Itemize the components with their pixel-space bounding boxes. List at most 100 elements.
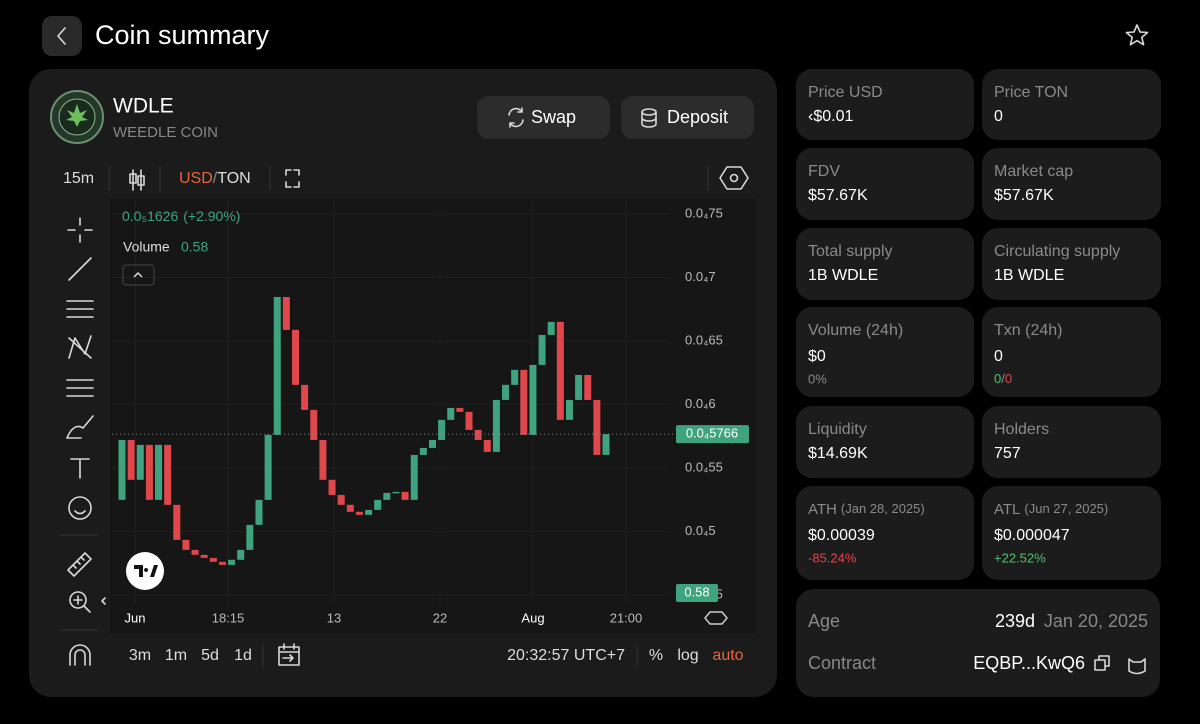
y-tick-label: 0.0₄7: [685, 269, 716, 284]
candle-body: [547, 321, 555, 335]
candle-body: [127, 439, 135, 480]
legend-price: 0.0₅1626: [122, 208, 178, 224]
stat-label: FDV: [808, 163, 840, 180]
pattern-tool[interactable]: [68, 335, 92, 359]
candle-body: [401, 491, 409, 500]
y-tick-label: 0.0₄75: [685, 205, 723, 220]
range-button[interactable]: 3m: [129, 647, 151, 664]
x-tick-label: Jun: [125, 610, 146, 625]
candle-body: [273, 296, 281, 435]
stat-value: 0: [994, 108, 1003, 125]
contract-label: Contract: [808, 653, 876, 673]
contract-address: EQBP...KwQ6: [973, 653, 1085, 673]
crosshair-tool[interactable]: [67, 217, 93, 243]
interval[interactable]: 15m: [63, 170, 94, 187]
stat-value: 1B WDLE: [808, 267, 878, 284]
pair-toggle[interactable]: USD/TON: [179, 170, 251, 187]
candle-body: [492, 399, 500, 452]
fib-tool[interactable]: [66, 300, 94, 318]
deposit-button[interactable]: Deposit: [621, 96, 754, 139]
pair-quote: TON: [217, 170, 250, 187]
tradingview-logo-mark: [134, 565, 158, 577]
magnet-tool[interactable]: [69, 644, 91, 666]
swap-button[interactable]: Swap: [477, 96, 610, 139]
legend-collapse[interactable]: [122, 264, 155, 286]
stat-label: Market cap: [994, 163, 1073, 180]
range-button[interactable]: 5d: [201, 647, 219, 664]
info-card: [796, 589, 1160, 697]
range-button[interactable]: 1d: [234, 647, 252, 664]
stat-label-text: Txn (24h): [994, 322, 1062, 339]
candle-body: [575, 374, 583, 400]
candle-body: [410, 454, 418, 500]
txn-split-part: 0: [994, 371, 1001, 386]
stat-label-text: Circulating supply: [994, 243, 1120, 260]
scale-option[interactable]: %: [649, 647, 663, 664]
candle-type-icon[interactable]: [129, 169, 145, 191]
stat-label-text: Liquidity: [808, 421, 867, 438]
candle-body: [593, 399, 601, 455]
candle-body: [237, 549, 245, 560]
legend-change: (+2.90%): [183, 208, 240, 224]
candle-body: [255, 499, 263, 525]
favorite-star[interactable]: [1125, 24, 1149, 46]
candle-body: [502, 384, 510, 400]
prediction-tool[interactable]: [66, 379, 94, 397]
candle-body: [136, 444, 144, 480]
stat-card: [796, 307, 974, 397]
range-button[interactable]: 1m: [165, 647, 187, 664]
stat-label: Price USD: [808, 84, 883, 101]
stat-value: $0.00039: [808, 527, 875, 544]
candle-body: [520, 369, 528, 435]
stat-value: $0: [808, 348, 826, 365]
text-tool[interactable]: [70, 458, 90, 479]
explorer-icon[interactable]: [1128, 658, 1146, 675]
ruler-tool[interactable]: [67, 552, 92, 577]
price-legend: 0.0₅1626 (+2.90%): [122, 208, 240, 224]
scale-option[interactable]: log: [677, 647, 698, 664]
stat-label: Txn (24h): [994, 322, 1062, 339]
fullscreen-icon[interactable]: [285, 169, 300, 188]
candle-body: [191, 549, 199, 555]
zoom-tool[interactable]: [69, 591, 91, 613]
settings-icon[interactable]: [719, 166, 749, 190]
trend-line-tool[interactable]: [68, 257, 92, 281]
coin-symbol: WDLE: [113, 95, 174, 118]
stat-value: 757: [994, 445, 1021, 462]
stat-label-date: (Jun 27, 2025): [1024, 501, 1108, 516]
coin-logo: [50, 90, 104, 144]
stat-label: Price TON: [994, 84, 1068, 101]
copy-icon[interactable]: [1094, 655, 1110, 671]
volume-legend-label: Volume: [123, 239, 170, 255]
scale-option[interactable]: auto: [712, 647, 743, 664]
date-range-icon[interactable]: [278, 643, 300, 666]
back-button[interactable]: [42, 16, 82, 56]
stat-value: $57.67K: [994, 187, 1054, 204]
candle-body: [228, 559, 236, 565]
collapse-tools[interactable]: [101, 597, 106, 605]
emoji-tool[interactable]: [68, 496, 92, 520]
button-label: Swap: [531, 107, 576, 127]
x-tick-label: 21:00: [610, 610, 643, 625]
stat-value: 1B WDLE: [994, 267, 1064, 284]
stat-label-text: Total supply: [808, 243, 893, 260]
pair-slash: /: [213, 170, 218, 187]
brush-tool[interactable]: [66, 415, 94, 439]
pair-base: USD: [179, 170, 213, 187]
age-value: 239d: [995, 611, 1035, 631]
candle-body: [538, 334, 546, 365]
candle-body: [164, 444, 172, 505]
candle-body: [310, 409, 318, 440]
stat-label: Circulating supply: [994, 243, 1120, 260]
y-tick-label: 0.0₄65: [685, 332, 723, 347]
candle-body: [209, 557, 217, 562]
chart-area: [110, 198, 757, 634]
candle-body: [383, 492, 391, 500]
candle-body: [173, 504, 181, 540]
x-tick-label: 13: [327, 610, 341, 625]
stat-value: $57.67K: [808, 187, 868, 204]
stat-card: [982, 406, 1161, 478]
candle-body: [438, 419, 446, 440]
candle-body: [428, 439, 436, 448]
